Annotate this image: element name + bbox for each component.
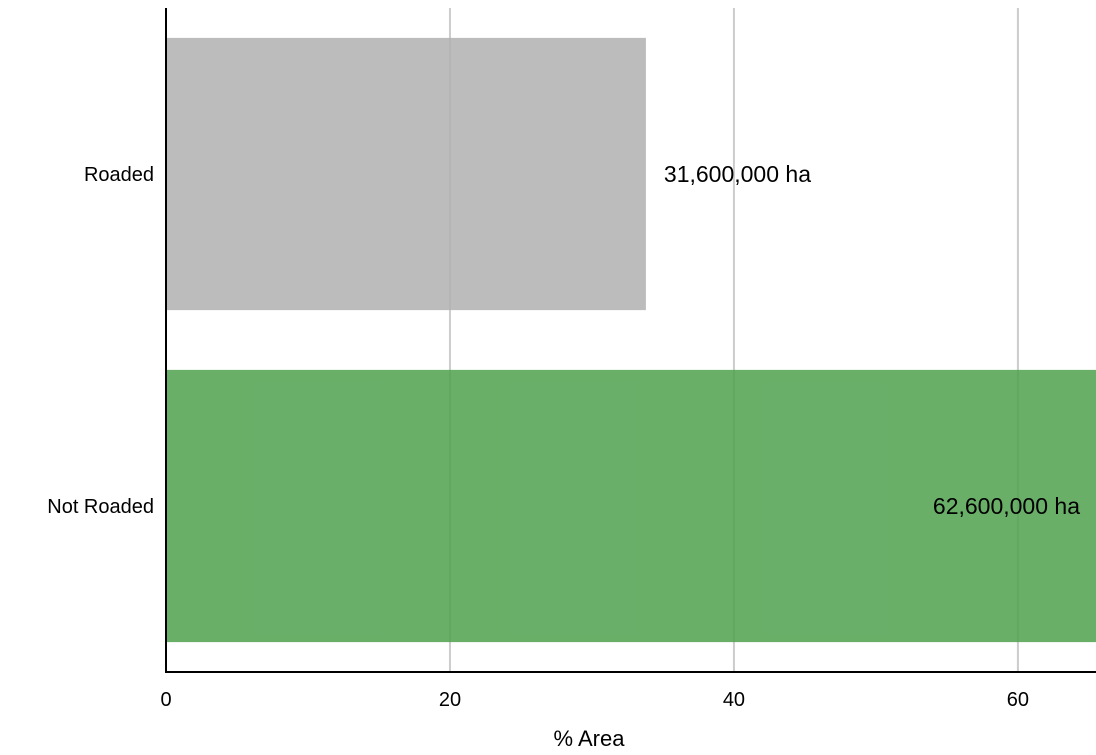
x-tick-labels: 0 20 40 60 — [160, 689, 1029, 711]
category-label: Not Roaded — [47, 496, 154, 518]
bar — [166, 37, 646, 311]
bars — [166, 37, 1096, 643]
data-label: 31,600,000 ha — [664, 161, 811, 187]
bar — [166, 369, 1096, 643]
x-tick-label: 60 — [1007, 689, 1029, 711]
data-label: 62,600,000 ha — [933, 493, 1080, 519]
category-labels: Roaded Not Roaded — [47, 164, 154, 518]
data-labels: 31,600,000 ha 62,600,000 ha — [664, 161, 1080, 519]
x-tick-label: 40 — [723, 689, 745, 711]
x-axis-title: % Area — [554, 726, 626, 751]
x-tick-label: 20 — [439, 689, 461, 711]
category-label: Roaded — [84, 164, 154, 186]
x-tick-label: 0 — [160, 689, 171, 711]
